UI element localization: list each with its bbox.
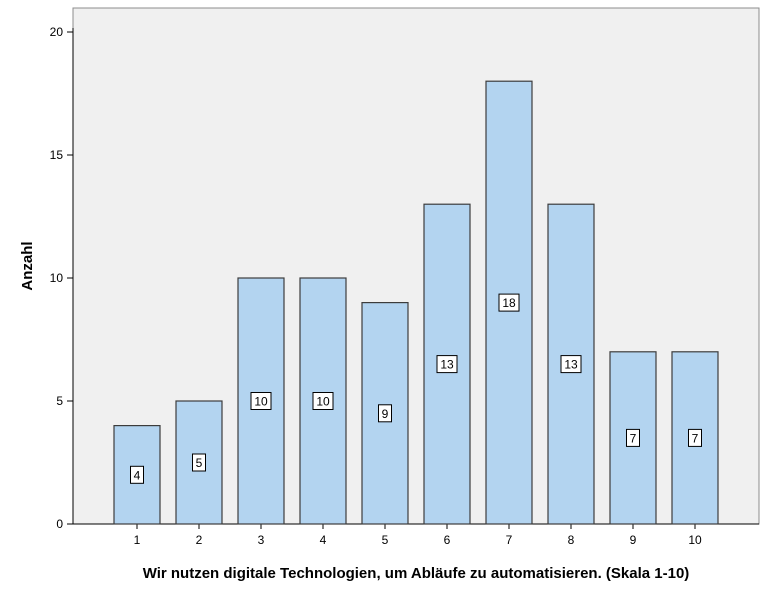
data-label-box (192, 453, 206, 472)
x-tick-label: 4 (320, 533, 327, 547)
x-tick-label: 8 (568, 533, 575, 547)
data-label: 4 (134, 468, 141, 482)
data-label: 10 (316, 395, 330, 409)
data-label-box (688, 428, 702, 447)
data-label-box (130, 465, 144, 484)
x-tick-label: 3 (258, 533, 265, 547)
x-tick-label: 9 (630, 533, 637, 547)
x-tick-label: 10 (688, 533, 702, 547)
data-label-box (498, 293, 520, 312)
data-label-box (250, 392, 272, 410)
data-label-box (436, 355, 458, 374)
x-tick-label: 2 (196, 533, 203, 547)
y-axis-title: Anzahl (19, 241, 36, 290)
y-tick-label: 10 (50, 271, 64, 285)
y-tick-label: 20 (50, 25, 64, 39)
data-label: 9 (382, 407, 389, 421)
x-axis: 1 2 3 4 5 6 7 8 9 10 (73, 523, 759, 547)
data-label: 18 (502, 296, 516, 310)
y-tick-label: 5 (56, 394, 63, 408)
data-label: 7 (692, 431, 699, 445)
x-tick-label: 7 (506, 533, 513, 547)
data-label-box (626, 428, 640, 447)
data-label: 10 (254, 395, 268, 409)
x-tick-label: 5 (382, 533, 389, 547)
data-label: 5 (196, 456, 203, 470)
data-label-box (560, 355, 582, 374)
x-tick-label: 6 (444, 533, 451, 547)
y-tick-label: 15 (50, 148, 64, 162)
x-tick-label: 1 (134, 533, 141, 547)
y-axis: 0 5 10 15 20 (50, 25, 74, 531)
bar (485, 80, 533, 525)
data-label-box (378, 404, 392, 423)
data-label: 7 (630, 431, 637, 445)
data-labels: 4 5 10 10 9 13 18 13 7 7 (130, 293, 702, 484)
x-axis-title: Wir nutzen digitale Technologien, um Abl… (143, 565, 690, 582)
data-label: 13 (440, 358, 454, 372)
data-label-box (312, 392, 334, 410)
data-label: 13 (564, 358, 578, 372)
y-tick-label: 0 (56, 517, 63, 531)
